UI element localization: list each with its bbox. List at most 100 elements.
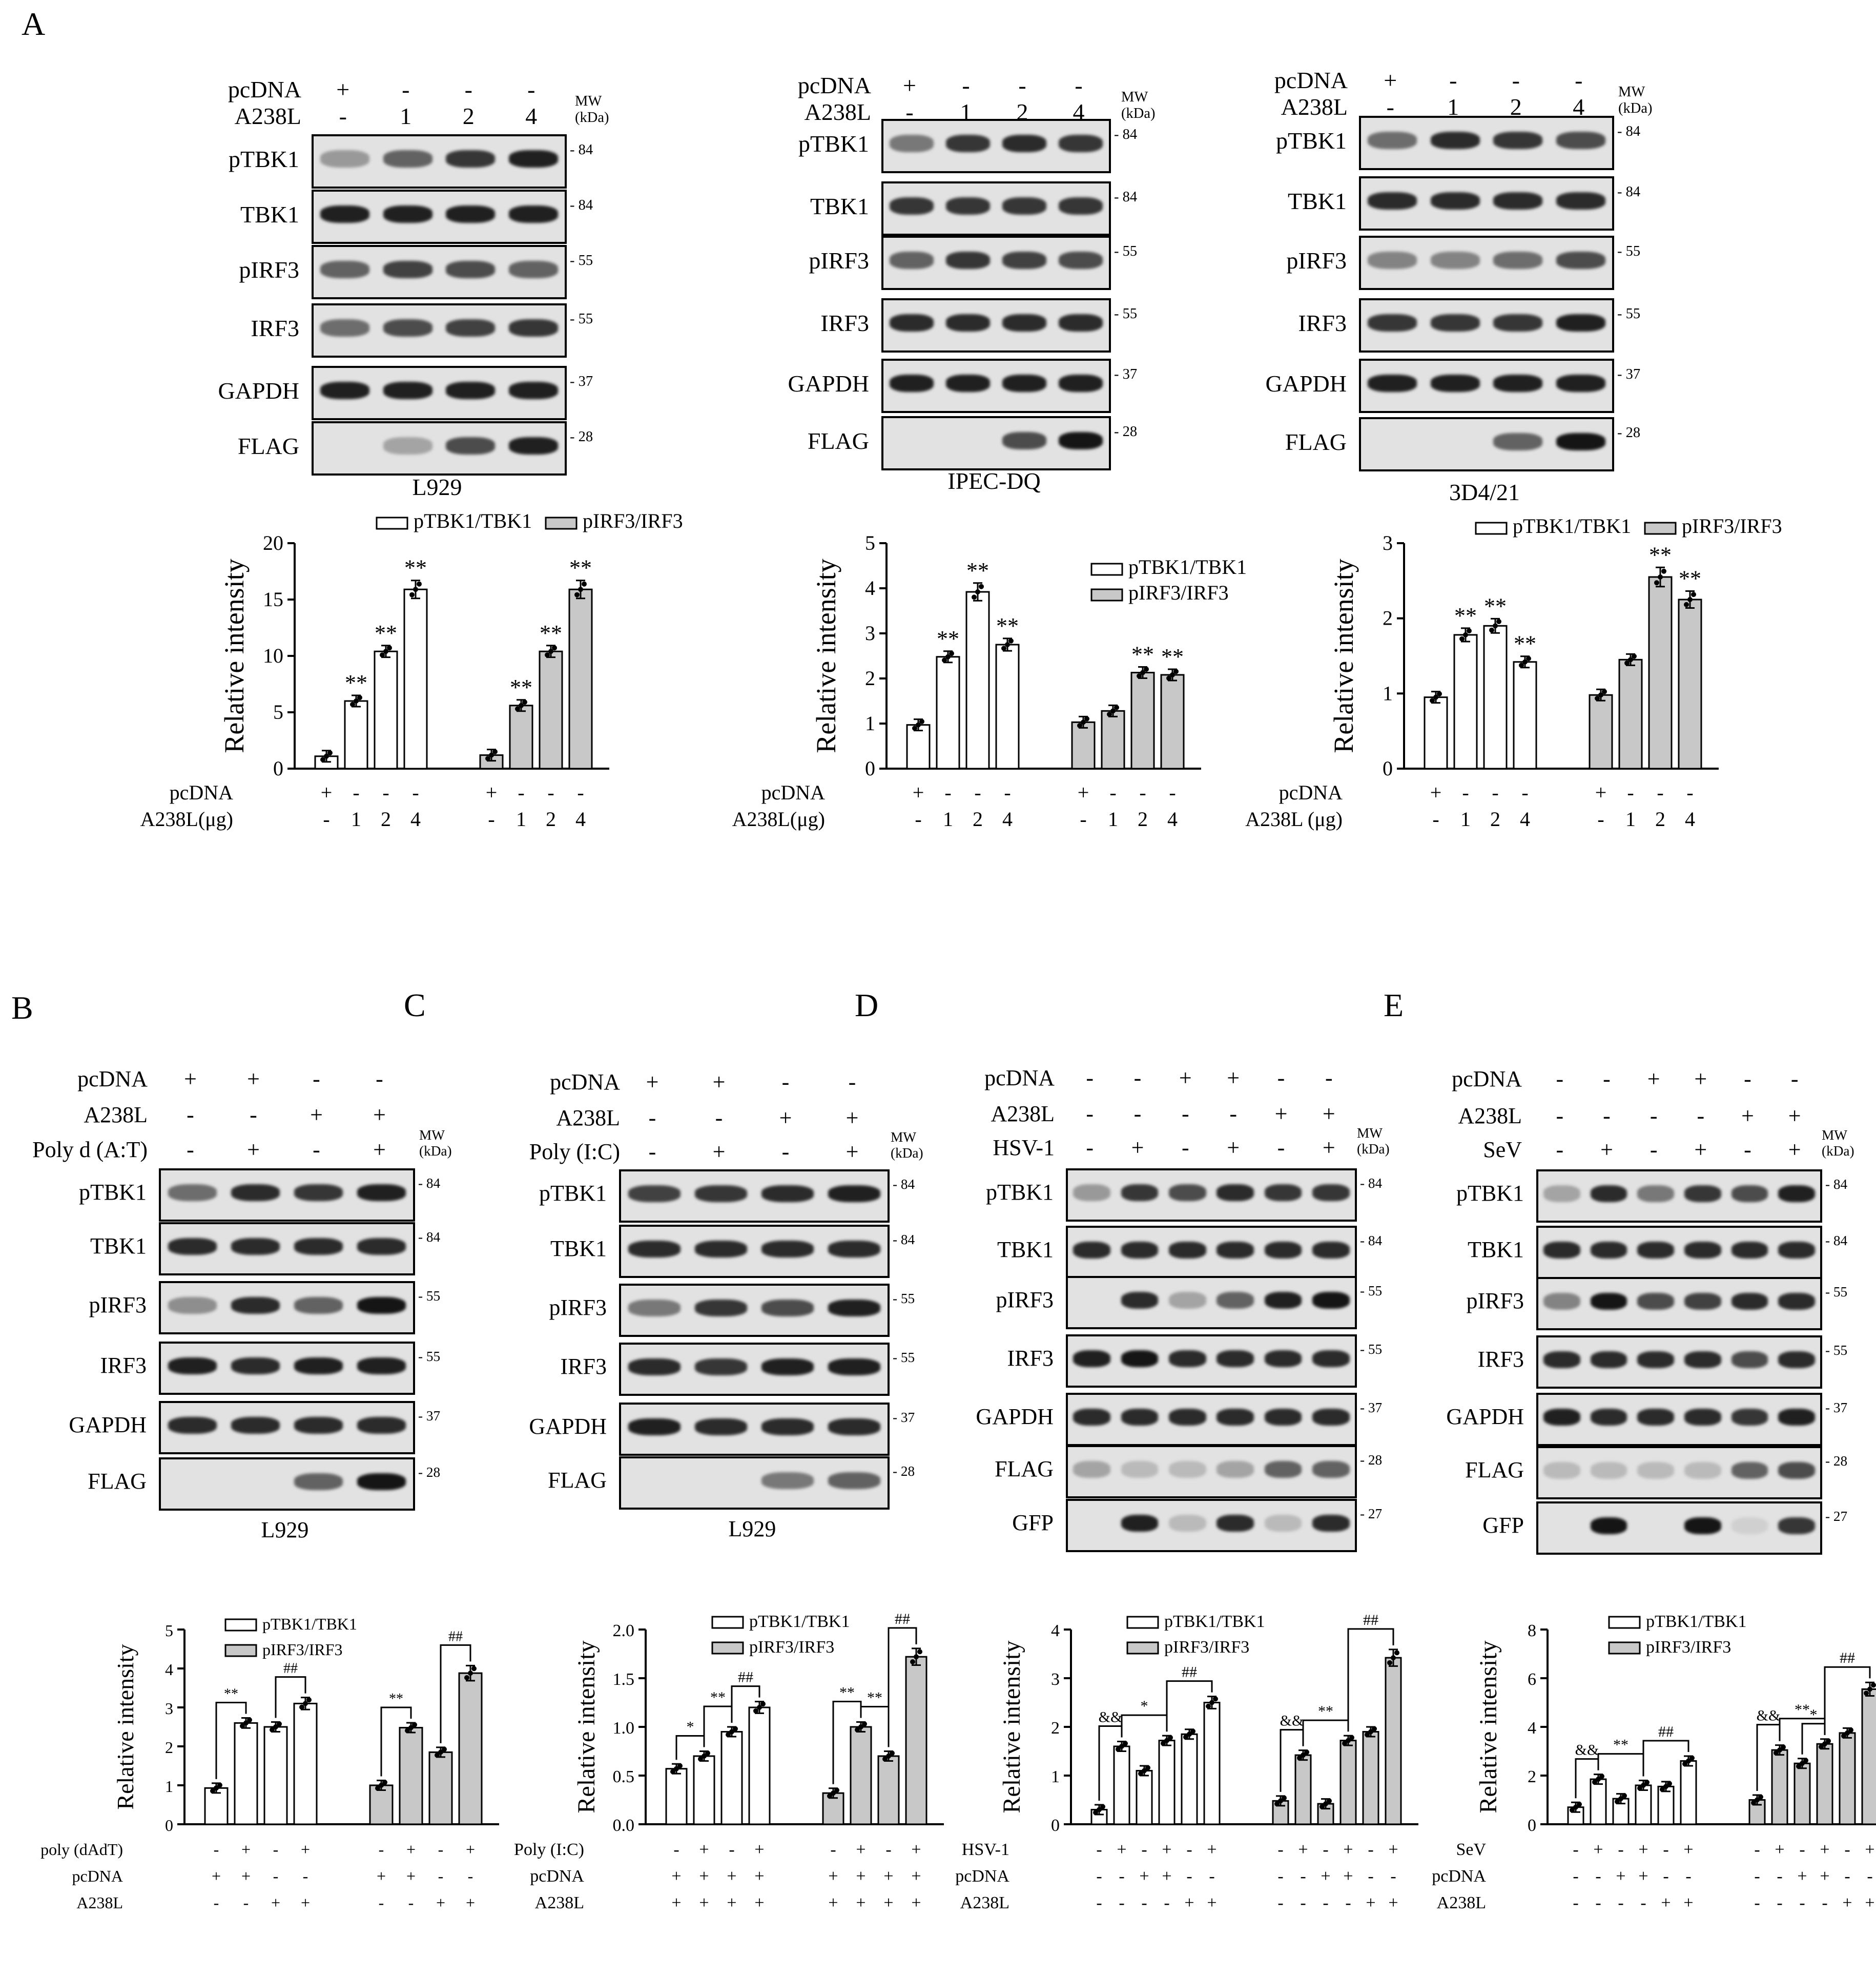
condition-sign: +: [1865, 1893, 1874, 1912]
condition-sign: +: [212, 1867, 221, 1885]
blot-strip-pirf3: [312, 245, 567, 299]
condition-sign: +: [754, 1867, 764, 1886]
lane-sign: +: [373, 1137, 386, 1162]
condition-sign: -: [1096, 1840, 1102, 1859]
protein-band: [695, 1185, 747, 1202]
condition-sign: -: [1119, 1893, 1124, 1912]
protein-band: [231, 1416, 280, 1434]
blot-strip-irf3: [881, 298, 1111, 353]
mw-marker: - 55: [418, 1288, 441, 1304]
protein-band: [446, 261, 496, 278]
y-tick-label: 0: [273, 757, 283, 780]
annotation-label: ##: [1840, 1650, 1855, 1666]
lane-sign: -: [1086, 1135, 1094, 1160]
bar: [374, 650, 398, 770]
data-point: [1100, 1804, 1105, 1809]
significance-label: **: [1514, 631, 1536, 656]
condition-row-label: pcDNA: [955, 1867, 1009, 1886]
blot-strip-tbk1: [881, 181, 1111, 236]
legend-swatch: [1644, 522, 1677, 535]
condition-row-label: Poly (I:C): [514, 1840, 584, 1859]
data-point: [1624, 660, 1630, 666]
data-point: [1755, 1797, 1760, 1803]
condition-sign: +: [1207, 1893, 1217, 1912]
bar: [1678, 599, 1702, 770]
protein-band: [168, 1416, 217, 1434]
mw-label: MW: [575, 93, 602, 109]
mw-marker: - 84: [1114, 189, 1138, 205]
protein-band: [294, 1184, 343, 1201]
protein-band: [628, 1358, 681, 1375]
data-point: [855, 1727, 860, 1733]
condition-label: Poly (I:C): [529, 1139, 620, 1164]
protein-band: [446, 437, 496, 455]
protein-band: [1168, 1184, 1206, 1201]
data-point: [1323, 1801, 1328, 1807]
legend-label: pTBK1/TBK1: [262, 1615, 357, 1633]
condition-sign: -: [379, 1840, 384, 1859]
data-point: [379, 1783, 384, 1788]
protein-band: [1368, 192, 1417, 210]
condition-label: SeV: [1483, 1137, 1522, 1162]
panel-letter-C: C: [404, 987, 426, 1023]
mw-marker: - 84: [1617, 183, 1641, 200]
y-tick-label: 0: [1051, 1816, 1060, 1835]
condition-row-label: pcDNA: [1279, 781, 1343, 804]
lane-sign: +: [1179, 1065, 1192, 1090]
condition-sign: 1: [1460, 808, 1471, 831]
data-point: [217, 1782, 222, 1788]
blot-strip-pirf3: [1066, 1276, 1357, 1329]
protein-band: [446, 150, 496, 168]
legend-swatch: [1475, 522, 1508, 535]
significance-label: **: [1649, 542, 1672, 567]
data-point: [1084, 716, 1089, 721]
band-label: pTBK1: [229, 146, 299, 172]
condition-sign: -: [1595, 1893, 1601, 1912]
data-point: [1274, 1801, 1280, 1807]
condition-sign: -: [1777, 1867, 1782, 1886]
data-point: [677, 1763, 683, 1768]
legend-label: pTBK1/TBK1: [1513, 514, 1631, 538]
comparison-bracket: [1824, 1666, 1871, 1735]
blot-strip-ptbk1: [1536, 1169, 1822, 1223]
data-point: [210, 1788, 215, 1794]
protein-band: [1168, 1241, 1206, 1259]
condition-row-label: A238L(μg): [140, 808, 233, 831]
comparison-bracket: [1347, 1628, 1394, 1732]
condition-sign: -: [1186, 1840, 1192, 1859]
legend-swatch: [1126, 1616, 1159, 1629]
protein-band: [1778, 1517, 1815, 1534]
protein-band: [1059, 197, 1103, 215]
data-point: [1841, 1733, 1846, 1739]
blot-strip-irf3: [1359, 298, 1614, 353]
protein-band: [890, 314, 934, 332]
protein-band: [1312, 1408, 1350, 1426]
y-tick-label: 5: [865, 531, 875, 554]
data-point: [1781, 1744, 1786, 1750]
data-point: [214, 1785, 219, 1791]
lane-sign: +: [247, 1066, 260, 1091]
condition-sign: -: [1139, 781, 1146, 804]
annotation-label: **: [1795, 1701, 1810, 1718]
mw-header: MW (kDa): [1618, 84, 1653, 117]
condition-sign: +: [754, 1893, 764, 1912]
mw-marker: - 84: [1360, 1233, 1383, 1249]
condition-sign: -: [1186, 1867, 1192, 1886]
condition-sign: +: [911, 1867, 921, 1886]
legend-label: pIRF3/IRF3: [1646, 1638, 1731, 1657]
comparison-bracket: [1642, 1740, 1689, 1777]
condition-sign: +: [1298, 1840, 1308, 1859]
protein-band: [1731, 1292, 1768, 1310]
bar: [905, 1656, 927, 1825]
lane-sign: -: [376, 1066, 383, 1091]
data-point: [545, 652, 550, 658]
protein-band: [1778, 1351, 1815, 1368]
data-point: [1394, 1650, 1399, 1656]
band-label: pTBK1: [539, 1181, 607, 1206]
protein-band: [1637, 1241, 1674, 1259]
y-tick-label: 3: [1383, 531, 1393, 554]
data-point: [1592, 1779, 1597, 1785]
data-point: [247, 1717, 252, 1723]
data-point: [1123, 1741, 1128, 1746]
protein-band: [383, 382, 432, 399]
